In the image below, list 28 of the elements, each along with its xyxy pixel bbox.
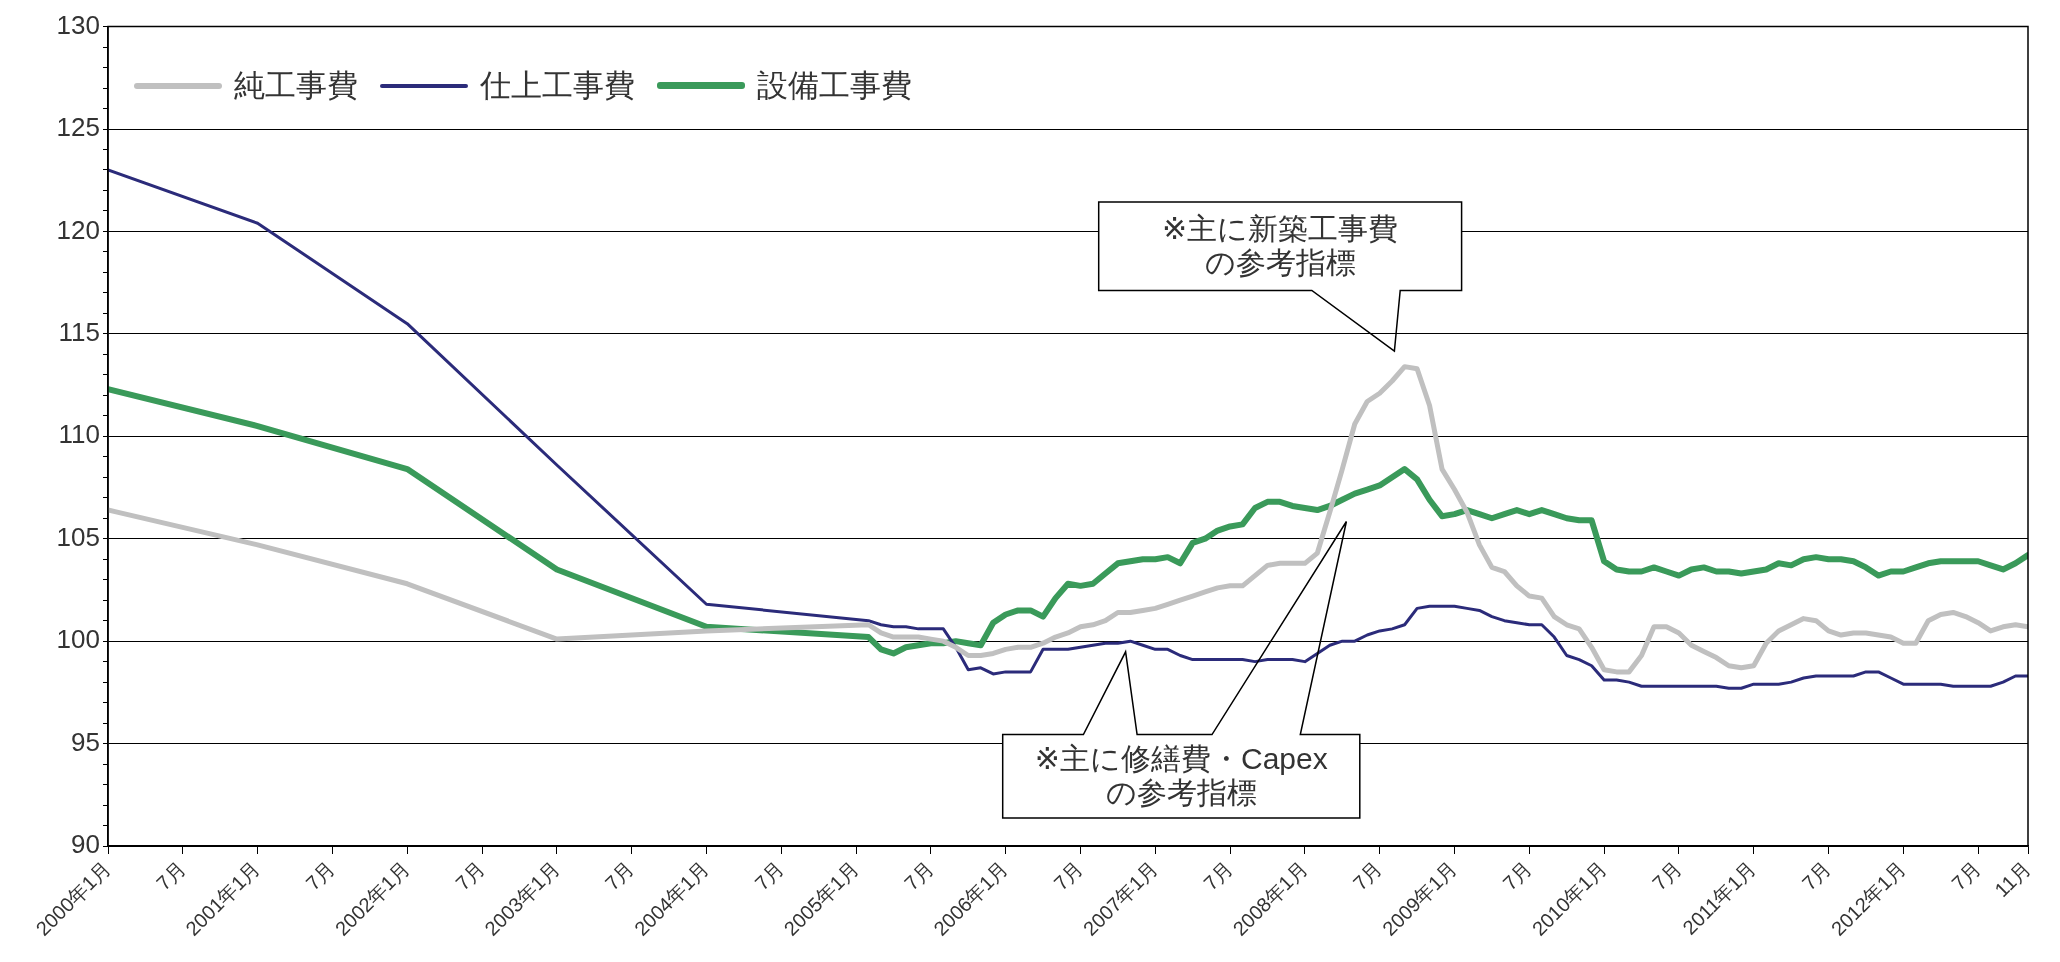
x-tick-label: 7月 [151, 856, 190, 895]
x-tick-label: 7月 [301, 856, 340, 895]
y-tick-label: 125 [56, 112, 100, 143]
y-tick-label: 100 [56, 624, 100, 655]
x-tick-label: 7月 [1498, 856, 1537, 895]
annotation: ※主に修繕費・Capexの参考指標 [1033, 741, 1329, 811]
y-tick-label: 110 [58, 419, 100, 450]
x-tick-label: 7月 [600, 856, 639, 895]
y-tick-label: 130 [56, 9, 100, 40]
y-tick-label: 120 [56, 214, 100, 245]
x-tick-label: 7月 [750, 856, 788, 895]
x-tick-label: 11月 [1990, 856, 2035, 902]
y-tick-label: 95 [71, 726, 100, 757]
y-tick-label: 105 [56, 521, 100, 552]
x-tick-label: 7月 [451, 856, 489, 895]
x-tick-label: 7月 [1199, 856, 1237, 895]
x-tick-label: 7月 [900, 856, 938, 895]
x-tick-label: 7月 [1947, 856, 1985, 895]
x-tick-label: 7月 [1049, 856, 1088, 895]
x-tick-label: 7月 [1348, 856, 1387, 895]
y-tick-label: 90 [71, 829, 100, 860]
legend-label: 設備工事費 [757, 66, 912, 105]
x-tick-label: 7月 [1648, 856, 1686, 895]
y-tick-label: 115 [58, 317, 100, 348]
x-tick-label: 7月 [1797, 856, 1836, 895]
legend-label: 仕上工事費 [480, 66, 635, 105]
annotation: ※主に新築工事費の参考指標 [1161, 211, 1400, 281]
legend-label: 純工事費 [234, 66, 358, 105]
